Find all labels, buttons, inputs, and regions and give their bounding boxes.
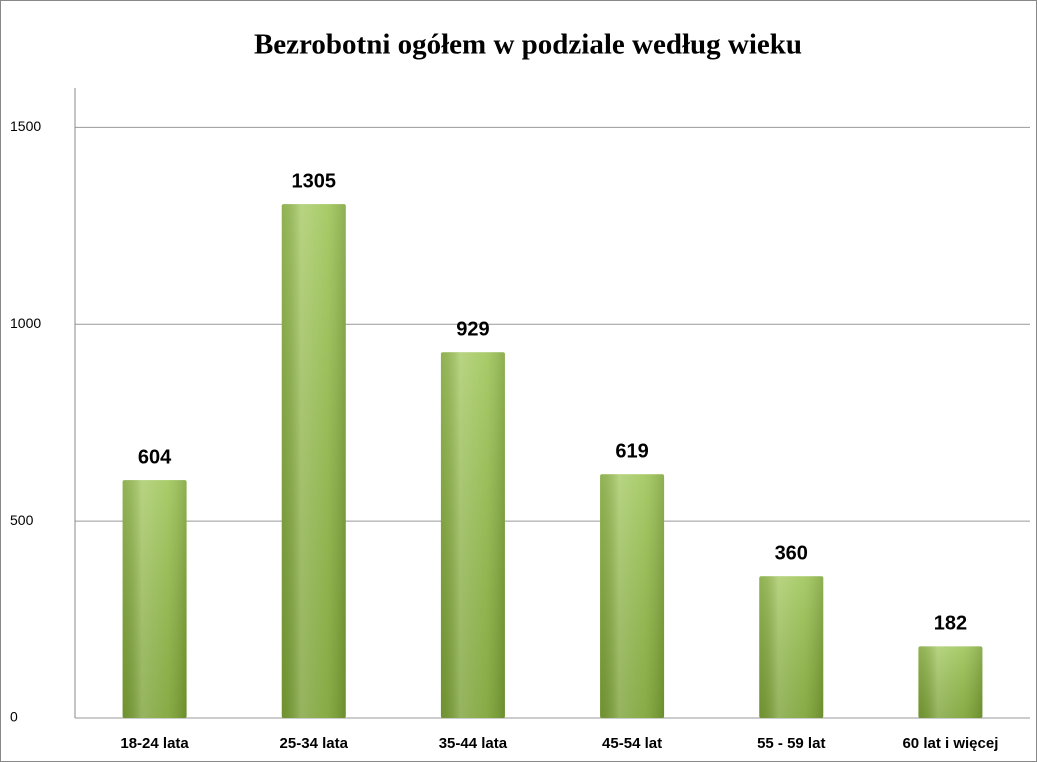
x-tick-label: 55 - 59 lat xyxy=(757,735,825,752)
y-tick-label: 500 xyxy=(10,512,34,528)
x-tick-label: 60 lat i więcej xyxy=(902,735,998,752)
bar-shade xyxy=(600,474,665,718)
x-tick-label: 45-54 lat xyxy=(602,735,662,752)
x-tick-label: 35-44 lata xyxy=(439,735,508,752)
value-label: 182 xyxy=(934,613,967,635)
bar-shade xyxy=(281,204,346,718)
y-tick-label: 0 xyxy=(10,709,18,725)
chart-title: Bezrobotni ogółem w podziale według wiek… xyxy=(254,29,802,61)
bar-shade xyxy=(918,646,983,718)
value-label: 604 xyxy=(138,446,172,468)
bar-shade xyxy=(122,480,187,718)
value-label: 360 xyxy=(775,543,808,565)
value-label: 929 xyxy=(456,318,489,340)
bar-shade xyxy=(440,352,505,718)
bar-shade xyxy=(759,576,824,718)
x-tick-label: 25-34 lata xyxy=(280,735,349,752)
y-tick-label: 1000 xyxy=(10,315,41,331)
value-label: 1305 xyxy=(292,170,337,192)
value-label: 619 xyxy=(615,441,648,463)
x-tick-label: 18-24 lata xyxy=(120,735,189,752)
y-tick-label: 1500 xyxy=(10,118,41,134)
